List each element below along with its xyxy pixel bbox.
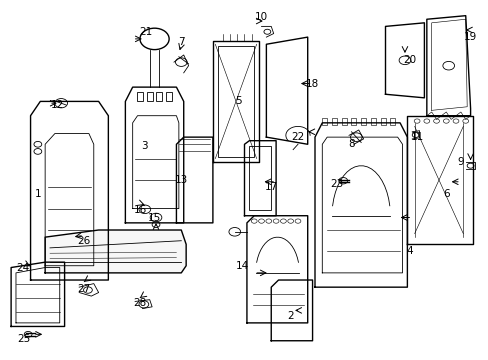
Text: 7: 7 <box>178 37 184 48</box>
Bar <box>249 146 271 210</box>
Bar <box>217 46 254 157</box>
Bar <box>361 118 366 125</box>
Text: 9: 9 <box>457 157 463 167</box>
Bar <box>380 118 385 125</box>
Text: 16: 16 <box>133 205 146 215</box>
Text: 22: 22 <box>291 132 304 142</box>
Bar <box>370 118 375 125</box>
Bar <box>351 118 356 125</box>
Text: 11: 11 <box>409 132 423 142</box>
Text: 4: 4 <box>406 247 412 256</box>
Bar <box>156 93 162 102</box>
Bar <box>389 118 394 125</box>
Text: 26: 26 <box>77 236 90 246</box>
Text: 23: 23 <box>329 179 343 189</box>
Text: 1: 1 <box>35 189 41 199</box>
Text: 2: 2 <box>287 311 293 321</box>
Text: 5: 5 <box>235 96 242 107</box>
Text: 8: 8 <box>347 139 354 149</box>
Polygon shape <box>45 230 186 273</box>
Text: 12: 12 <box>51 100 64 110</box>
Text: 13: 13 <box>174 175 187 185</box>
Bar <box>137 93 142 102</box>
Text: 18: 18 <box>305 78 319 89</box>
Text: 19: 19 <box>463 32 476 42</box>
Bar <box>322 118 326 125</box>
Text: 10: 10 <box>254 13 267 22</box>
Bar <box>166 93 172 102</box>
Text: 25: 25 <box>17 334 30 344</box>
Text: 24: 24 <box>17 262 30 273</box>
Bar <box>331 118 336 125</box>
Text: 15: 15 <box>148 212 161 222</box>
Text: 28: 28 <box>133 298 146 308</box>
Bar <box>341 118 346 125</box>
Text: 20: 20 <box>403 55 415 65</box>
Text: 3: 3 <box>141 141 148 151</box>
Bar <box>146 93 152 102</box>
Text: 27: 27 <box>77 284 90 294</box>
Text: 17: 17 <box>264 182 277 192</box>
Text: 6: 6 <box>442 189 448 199</box>
Text: 14: 14 <box>235 261 248 271</box>
Text: 21: 21 <box>140 27 153 37</box>
